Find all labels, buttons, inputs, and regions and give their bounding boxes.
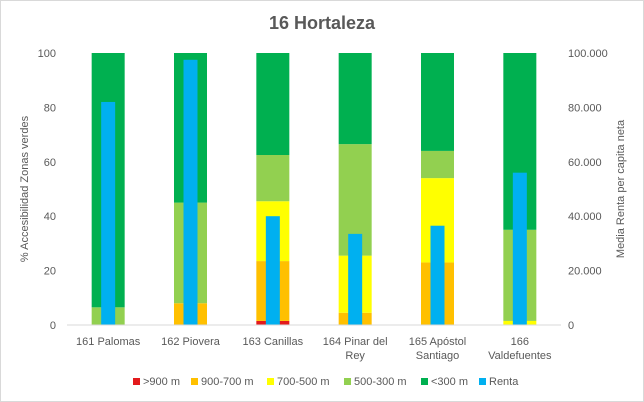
left-tick-label: 0 [50, 320, 56, 332]
legend-label: <300 m [431, 376, 468, 388]
right-tick-label: 100.000 [568, 48, 608, 60]
renta-bar [512, 172, 527, 325]
y-axis-title: % Accesibilidad Zonas verdes [19, 115, 31, 262]
right-tick-label: 0 [568, 320, 574, 332]
left-axis-ticks: 0 20 40 60 80 100 [38, 48, 56, 332]
left-tick-label: 100 [38, 48, 56, 60]
y2-axis-title: Media Renta per capita neta [615, 119, 627, 258]
legend-swatch [191, 378, 198, 385]
legend-label: 500-300 m [354, 376, 407, 388]
x-tick-label: 164 Pinar del [323, 336, 388, 348]
legend-swatch [479, 378, 486, 385]
bars-group [91, 53, 537, 326]
legend-label: Renta [489, 376, 519, 388]
right-tick-label: 60.000 [568, 157, 602, 169]
x-tick-label: Santiago [416, 350, 459, 362]
x-tick-label: 166 [511, 336, 529, 348]
legend-label: 900-700 m [201, 376, 254, 388]
x-tick-label: 163 Canillas [243, 336, 304, 348]
chart-title: 16 Hortaleza [269, 13, 376, 33]
stacked-bar-segment [421, 150, 454, 179]
x-tick-label: Rey [345, 350, 365, 362]
legend-swatch [267, 378, 274, 385]
legend-swatch [421, 378, 428, 385]
renta-bar [265, 216, 280, 325]
x-tick-label: 165 Apóstol [409, 336, 467, 348]
left-tick-label: 60 [44, 157, 56, 169]
stacked-bar-segment [256, 53, 290, 155]
right-tick-label: 20.000 [568, 266, 602, 278]
left-tick-label: 40 [44, 211, 56, 223]
renta-bar [183, 59, 198, 326]
x-tick-label: 161 Palomas [76, 336, 141, 348]
legend: >900 m 900-700 m 700-500 m 500-300 m <300 m R… [133, 376, 519, 388]
x-axis-labels: 161 Palomas 162 Piovera 163 Canillas 164 Pi… [76, 336, 552, 362]
renta-bar [101, 101, 116, 326]
left-tick-label: 20 [44, 266, 56, 278]
stacked-bar-segment [421, 53, 454, 151]
right-tick-label: 80.000 [568, 102, 602, 114]
renta-bar [348, 233, 363, 325]
renta-bar [430, 225, 445, 325]
legend-label: >900 m [143, 376, 180, 388]
legend-label: 700-500 m [277, 376, 330, 388]
x-tick-label: Valdefuentes [488, 350, 552, 362]
stacked-bar-segment [338, 53, 372, 145]
right-axis-ticks: 0 20.000 40.000 60.000 80.000 100.000 [568, 48, 608, 332]
left-tick-label: 80 [44, 102, 56, 114]
stacked-bar-segment [256, 155, 290, 202]
right-tick-label: 40.000 [568, 211, 602, 223]
x-tick-label: 162 Piovera [161, 336, 221, 348]
legend-swatch [133, 378, 140, 385]
legend-swatch [344, 378, 351, 385]
